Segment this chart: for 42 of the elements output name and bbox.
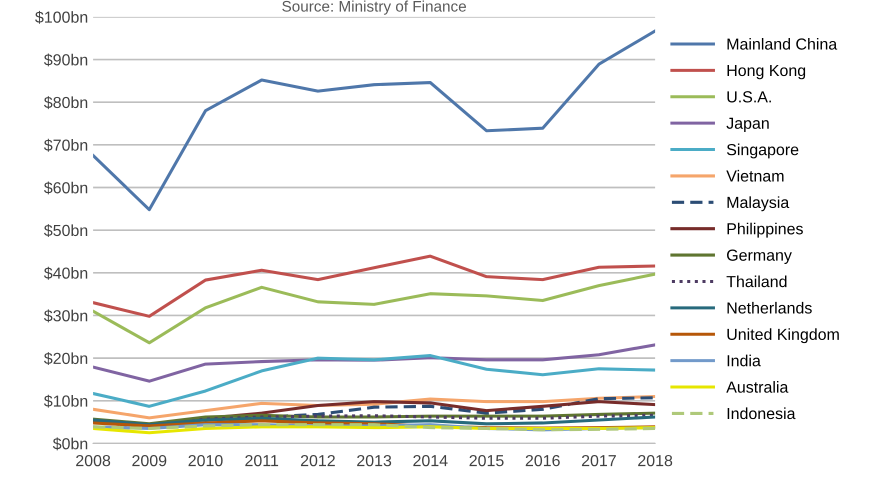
x-tick-label: 2012 <box>300 454 335 466</box>
legend-label: Mainland China <box>728 38 838 50</box>
x-tick-label: 2010 <box>188 454 223 466</box>
legend-label: Philippines <box>728 222 803 238</box>
legend-label: U.S.A. <box>727 91 771 102</box>
legend-label: Netherlands <box>728 302 812 314</box>
x-tick-label: 2008 <box>76 454 110 466</box>
y-tick-label: $20bn <box>44 352 88 366</box>
x-tick-label: 2016 <box>526 454 560 466</box>
source-note: Source: Ministry of Finance <box>282 0 466 15</box>
y-tick-label: $60bn <box>44 181 88 194</box>
y-tick-label: $30bn <box>44 309 88 322</box>
y-tick-label: $40bn <box>44 266 88 280</box>
x-tick-label: 2011 <box>245 454 278 466</box>
legend-label: Vietnam <box>726 170 784 182</box>
y-tick-label: $10bn <box>44 394 88 408</box>
x-tick-label: 2013 <box>357 454 392 466</box>
x-tick-label: 2017 <box>582 454 616 466</box>
line-series <box>93 254 656 318</box>
legend-label: Indonesia <box>728 407 796 420</box>
line-series <box>93 354 656 408</box>
x-tick-label: 2009 <box>132 454 166 466</box>
legend-label: Germany <box>727 250 792 264</box>
y-tick-label: $50bn <box>44 224 88 238</box>
line-series <box>93 272 656 344</box>
y-tick-label: $80bn <box>44 96 88 110</box>
y-tick-label: $70bn <box>44 138 88 152</box>
x-tick-label: 2018 <box>638 454 672 466</box>
x-tick-label: 2014 <box>413 454 448 466</box>
y-tick-label: $90bn <box>44 53 88 66</box>
legend-label: Hong Kong <box>728 64 806 80</box>
y-tick-label: $0bn <box>52 437 88 450</box>
legend-label: Australia <box>726 381 788 393</box>
legend-label: Japan <box>726 118 769 132</box>
legend-label: United Kingdom <box>727 328 839 344</box>
legend-label: India <box>728 354 761 366</box>
legend-label: Malaysia <box>728 196 790 212</box>
legend-label: Thailand <box>726 275 786 288</box>
y-tick-label: $100bn <box>35 10 88 24</box>
x-tick-label: 2015 <box>470 454 504 466</box>
legend-label: Singapore <box>726 144 798 158</box>
line-series <box>93 29 656 212</box>
